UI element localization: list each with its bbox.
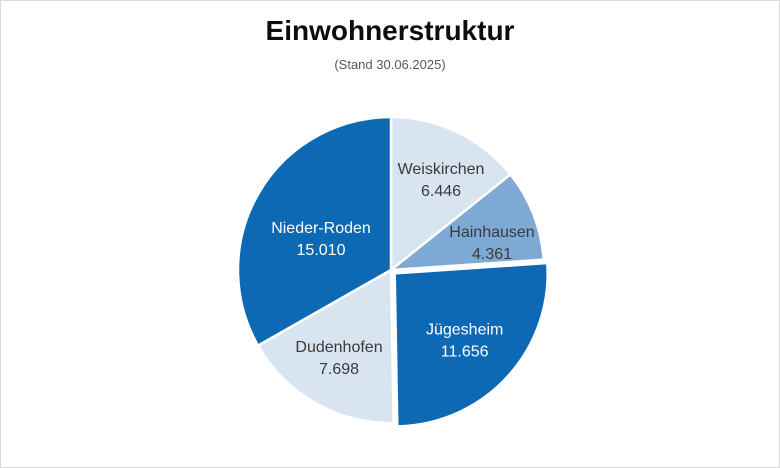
pie-slice-dudenhofen[interactable] [256,268,395,425]
pie-label-j-gesheim: Jügesheim 11.656 [426,321,503,360]
pie-label-weiskirchen: Weiskirchen 6.446 [398,161,485,200]
pie-slice-j-gesheim[interactable] [393,261,549,428]
pie-slice-nieder-roden[interactable] [236,115,393,347]
pie-slice-hainhausen[interactable] [389,173,545,272]
pie-label-hainhausen: Hainhausen 4.361 [449,224,534,263]
pie-label-dudenhofen: Dudenhofen 7.698 [295,339,382,378]
pie-slice-weiskirchen[interactable] [389,115,512,272]
pie-label-nieder-roden: Nieder-Roden 15.010 [271,220,371,259]
chart-subtitle: (Stand 30.06.2025) [334,57,446,72]
chart-title: Einwohnerstruktur [265,15,515,46]
